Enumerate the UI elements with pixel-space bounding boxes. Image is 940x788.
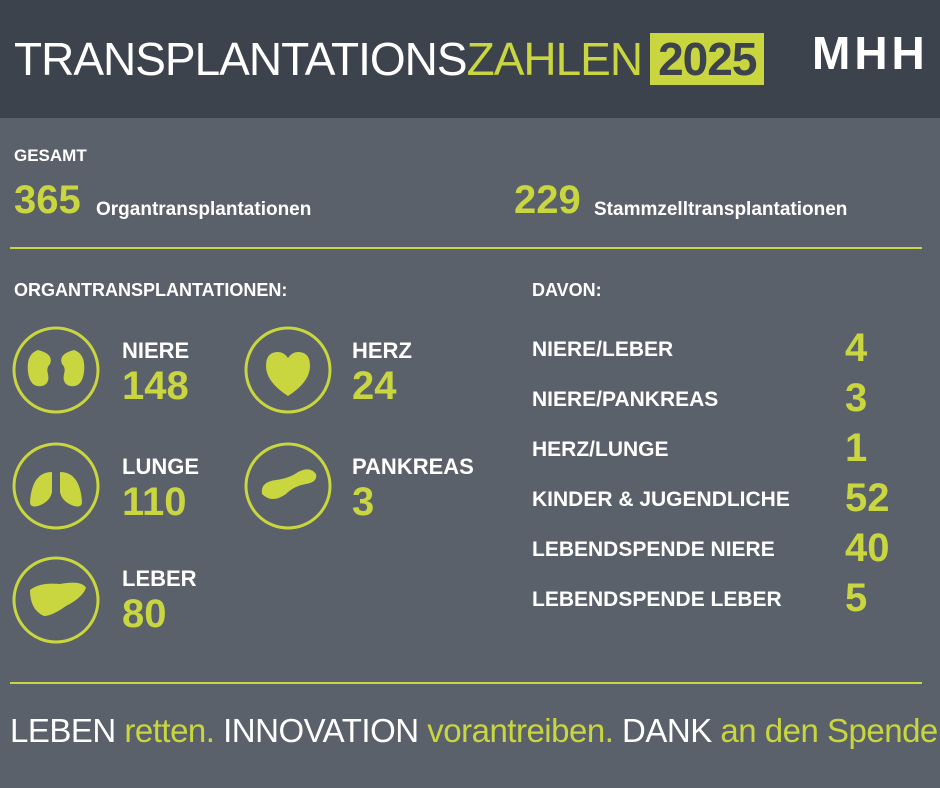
kidney-icon — [27, 350, 85, 387]
footer-part: retten. — [124, 712, 215, 749]
pancreas-icon — [261, 469, 317, 499]
total-text: Stammzelltransplantationen — [594, 199, 848, 220]
icon-ring — [12, 442, 100, 530]
total-text: Organtransplantationen — [96, 199, 312, 220]
icon-ring — [12, 556, 100, 644]
icon-ring — [12, 326, 100, 414]
organ-value: 148 — [122, 364, 189, 408]
organs-heading: ORGANTRANSPLANTATIONEN: — [14, 280, 288, 300]
icon-ring — [244, 442, 332, 530]
total-value: 365 — [14, 178, 81, 222]
breakdown-label: NIERE/LEBER — [532, 338, 674, 361]
breakdown-value: 3 — [845, 376, 868, 420]
breakdown-heading: DAVON: — [532, 280, 602, 300]
breakdown-label: KINDER & JUGENDLICHE — [532, 488, 790, 511]
organ-name: LEBER — [122, 566, 197, 591]
title: TRANSPLANTATIONSZAHLEN 2025 — [14, 32, 765, 86]
total-label: GESAMT — [14, 146, 87, 165]
heart-icon — [266, 352, 310, 396]
footer: LEBEN retten. INNOVATION vorantreiben. D… — [10, 712, 940, 750]
icon-ring — [244, 326, 332, 414]
year: 2025 — [650, 33, 765, 85]
footer-part: LEBEN — [10, 712, 116, 749]
organ-value: 110 — [122, 480, 187, 524]
breakdown-label: LEBENDSPENDE LEBER — [532, 588, 782, 611]
footer-part: DANK — [622, 712, 712, 749]
breakdown-value: 4 — [845, 326, 868, 370]
organ-name: LUNGE — [122, 454, 199, 479]
lung-icon — [30, 462, 82, 507]
organ-name: PANKREAS — [352, 454, 474, 479]
title-accent: ZAHLEN — [466, 33, 643, 85]
breakdown-label: NIERE/PANKREAS — [532, 388, 719, 411]
logo: MHH — [812, 27, 929, 79]
footer-part: vorantreiben. — [427, 712, 614, 749]
organ-name: HERZ — [352, 338, 412, 363]
breakdown-value: 52 — [845, 476, 890, 520]
footer-part: an den Spender. — [720, 712, 940, 749]
breakdown-value: 5 — [845, 576, 868, 620]
footer-part: INNOVATION — [223, 712, 419, 749]
title-main: TRANSPLANTATIONS — [14, 33, 468, 85]
total-value: 229 — [514, 178, 581, 222]
header-bar — [0, 0, 940, 118]
organ-value: 24 — [352, 364, 397, 408]
liver-icon — [30, 582, 86, 616]
breakdown-value: 40 — [845, 526, 890, 570]
breakdown-label: LEBENDSPENDE NIERE — [532, 538, 775, 561]
breakdown-value: 1 — [845, 426, 868, 470]
organ-name: NIERE — [122, 338, 190, 363]
breakdown-label: HERZ/LUNGE — [532, 438, 669, 461]
organ-value: 80 — [122, 592, 167, 636]
organ-value: 3 — [352, 480, 375, 524]
